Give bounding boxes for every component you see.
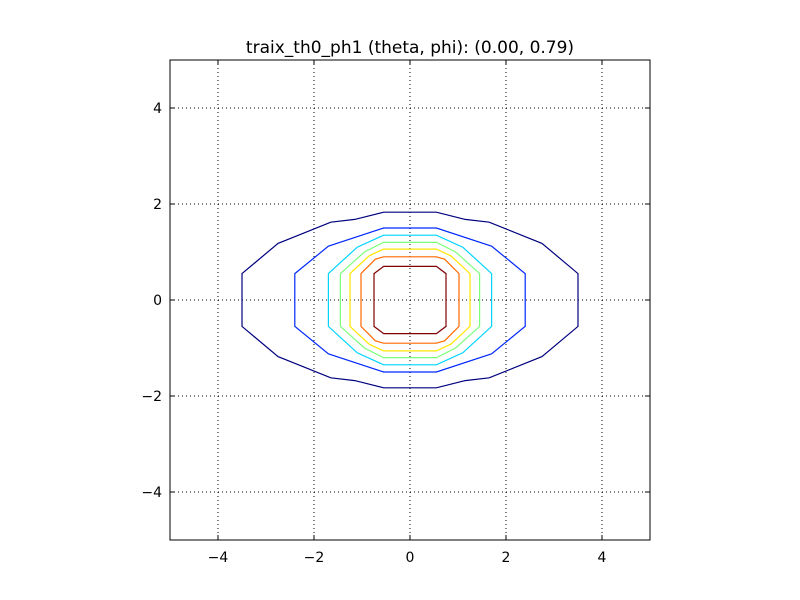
y-tick-label: 4 bbox=[153, 101, 162, 117]
y-tick-labels: −4 −2 0 2 4 bbox=[141, 101, 162, 501]
contour-lines bbox=[241, 211, 579, 389]
x-tick-label: 2 bbox=[502, 550, 511, 566]
axis-ticks bbox=[170, 60, 650, 540]
contour-level-1 bbox=[241, 211, 579, 389]
contour-level-7 bbox=[373, 265, 447, 335]
y-tick-label: −4 bbox=[141, 485, 162, 501]
chart-title: traix_th0_ph1 (theta, phi): (0.00, 0.79) bbox=[246, 38, 574, 58]
contour-level-3 bbox=[327, 234, 493, 366]
x-tick-label: −4 bbox=[208, 550, 229, 566]
y-tick-label: 0 bbox=[153, 293, 162, 309]
x-tick-label: 4 bbox=[598, 550, 607, 566]
x-tick-label: 0 bbox=[406, 550, 415, 566]
contour-level-4 bbox=[339, 241, 481, 359]
y-tick-label: −2 bbox=[141, 389, 162, 405]
x-tick-label: −2 bbox=[304, 550, 325, 566]
x-tick-labels: −4 −2 0 2 4 bbox=[208, 550, 607, 566]
grid bbox=[170, 60, 650, 540]
contour-level-5 bbox=[349, 248, 471, 352]
y-tick-label: 2 bbox=[153, 197, 162, 213]
contour-level-2 bbox=[294, 227, 526, 373]
contour-level-6 bbox=[360, 256, 460, 344]
